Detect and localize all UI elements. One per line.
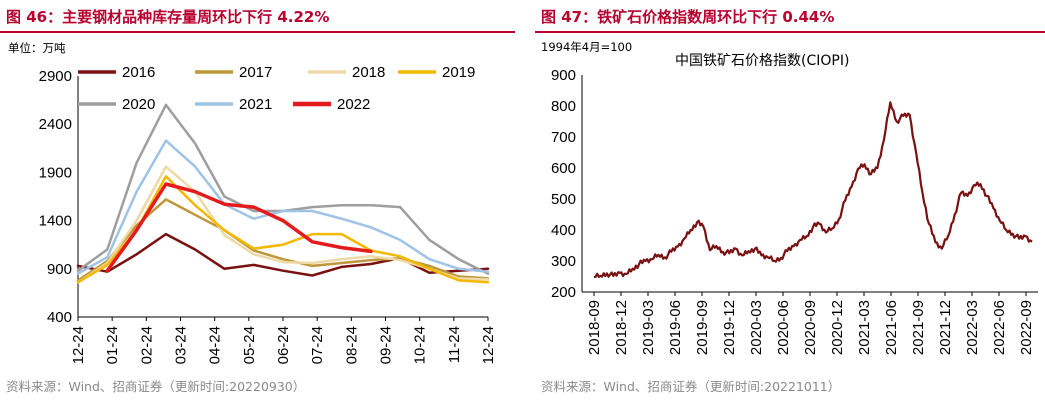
x-tick-label: 04-24: [207, 326, 224, 364]
y-tick-label: 600: [551, 160, 576, 177]
x-tick-label: 03-24: [173, 326, 190, 364]
x-tick-label: 2021-06: [883, 300, 900, 355]
x-tick-label: 2021-12: [937, 300, 954, 355]
legend-label-2018: 2018: [352, 64, 385, 81]
x-tick-label: 2021-03: [856, 300, 873, 355]
series-line-2016: [76, 232, 490, 277]
series-line-ciopi: [593, 101, 1033, 279]
y-tick-label: 800: [551, 98, 576, 115]
right-panel: 图 47：铁矿石价格指数周环比下行 0.44% 1994年4月=100 中国铁矿石…: [535, 0, 1045, 401]
x-tick-label: 02-24: [138, 326, 155, 364]
x-tick-label: 06-24: [275, 326, 292, 364]
x-tick-label: 10-24: [412, 326, 429, 364]
chart-title: 中国铁矿石价格指数(CIOPI): [675, 53, 849, 69]
x-tick-label: 2022-09: [1018, 300, 1035, 355]
x-tick-label: 01-24: [104, 326, 121, 364]
y-tick-label: 300: [551, 253, 576, 270]
legend-label-2020: 2020: [122, 96, 155, 113]
y-tick-label: 500: [551, 191, 576, 208]
x-tick-label: 2019-06: [667, 300, 684, 355]
left-panel: 图 46：主要钢材品种库存量周环比下行 4.22% 单位：万吨 400 900 140…: [0, 0, 515, 401]
legend-label-2021: 2021: [239, 96, 272, 113]
x-tick-label: 05-24: [241, 326, 258, 364]
right-source-note: 资料来源：Wind、招商证券（更新时间:20221011）: [541, 379, 841, 394]
x-tick-label: 2021-09: [910, 300, 927, 355]
left-title-rule: [0, 31, 515, 33]
steel-inventory-chart: 单位：万吨 400 900 1400 1900 2400 2900 12-24 01-24 02-…: [8, 41, 497, 364]
legend-label-2017: 2017: [239, 64, 272, 81]
y-tick-label: 900: [47, 261, 72, 278]
x-tick-label: 2020-06: [775, 300, 792, 355]
x-tick-label: 07-24: [309, 326, 326, 364]
y-tick-label: 400: [47, 309, 72, 326]
y-tick-label: 400: [551, 222, 576, 239]
y-tick-label: 200: [551, 284, 576, 301]
y-tick-label: 700: [551, 129, 576, 146]
x-tick-label: 09-24: [378, 326, 395, 364]
series-line-2019: [76, 175, 490, 284]
left-source-note: 资料来源：Wind、招商证券（更新时间:20220930）: [6, 379, 306, 394]
y-unit-label: 单位：万吨: [8, 41, 66, 55]
legend-label-2016: 2016: [122, 64, 155, 81]
series-line-2021: [76, 139, 490, 275]
right-figure-title: 图 47：铁矿石价格指数周环比下行 0.44%: [541, 8, 835, 26]
x-tick-label: 2020-09: [802, 300, 819, 355]
y-unit-label: 1994年4月=100: [541, 40, 632, 54]
right-title-rule: [535, 31, 1045, 33]
series-line-2020: [76, 103, 490, 275]
legend-label-2022: 2022: [337, 96, 370, 113]
series-line-2022: [105, 182, 373, 273]
y-tick-label: 2900: [39, 68, 72, 85]
legend-label-2019: 2019: [442, 64, 475, 81]
x-tick-label: 2019-03: [640, 300, 657, 355]
x-tick-label: 11-24: [446, 326, 463, 363]
x-tick-label: 2018-09: [586, 300, 603, 355]
iron-ore-price-chart: 1994年4月=100 中国铁矿石价格指数(CIOPI) 200 300 400 500 6…: [541, 40, 1038, 355]
x-tick-label: 12-24: [70, 326, 87, 364]
x-tick-label: 2019-09: [694, 300, 711, 355]
x-tick-label: 2020-03: [748, 300, 765, 355]
x-tick-label: 2022-03: [964, 300, 981, 355]
x-tick-label: 12-24: [480, 326, 497, 364]
x-tick-label: 2018-12: [613, 300, 630, 355]
y-tick-label: 900: [551, 67, 576, 84]
y-tick-label: 2400: [39, 116, 72, 133]
x-tick-label: 2022-06: [991, 300, 1008, 355]
x-tick-label: 08-24: [343, 326, 360, 364]
x-tick-label: 2019-12: [721, 300, 738, 355]
y-tick-label: 1400: [39, 213, 72, 230]
x-tick-label: 2020-12: [829, 300, 846, 355]
left-figure-title: 图 46：主要钢材品种库存量周环比下行 4.22%: [6, 8, 330, 26]
y-tick-label: 1900: [39, 164, 72, 181]
